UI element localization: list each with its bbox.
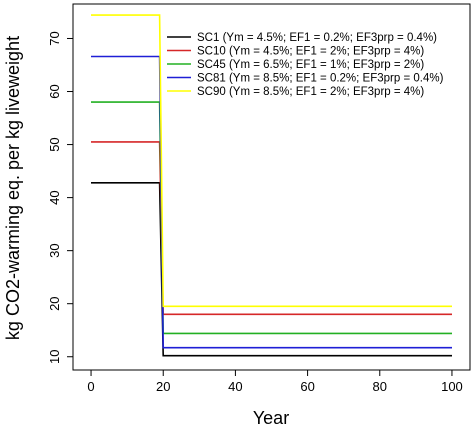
legend-label: SC81 (Ym = 8.5%; EF1 = 0.2%; EF3prp = 0.… xyxy=(197,73,444,85)
x-tick-label: 40 xyxy=(228,379,242,394)
legend: SC1 (Ym = 4.5%; EF1 = 0.2%; EF3prp = 0.4… xyxy=(167,32,444,98)
x-tick-label: 20 xyxy=(156,379,170,394)
series-line-3 xyxy=(91,101,452,335)
x-tick-label: 100 xyxy=(441,379,463,394)
y-tick-label: 40 xyxy=(47,190,62,204)
y-tick-label: 50 xyxy=(47,137,62,151)
series-line-4 xyxy=(91,55,452,349)
x-tick-label: 80 xyxy=(373,379,387,394)
x-tick-label: 0 xyxy=(87,379,94,394)
x-tick-label: 60 xyxy=(300,379,314,394)
series-line-1 xyxy=(91,182,452,357)
legend-label: SC10 (Ym = 4.5%; EF1 = 2%; EF3prp = 4%) xyxy=(197,46,424,58)
x-axis: 0 20 40 60 80 100 xyxy=(87,370,463,394)
legend-label: SC90 (Ym = 8.5%; EF1 = 2%; EF3prp = 4%) xyxy=(197,86,424,98)
y-axis: 10 20 30 40 50 60 70 xyxy=(47,31,73,364)
y-tick-label: 70 xyxy=(47,31,62,45)
y-tick-label: 30 xyxy=(47,243,62,257)
plot-frame xyxy=(72,3,471,371)
series-layer xyxy=(91,14,452,357)
y-axis-title: kg CO2-warming eq. per kg liveweight xyxy=(3,36,23,340)
y-tick-label: 60 xyxy=(47,84,62,98)
series-line-5 xyxy=(91,14,452,308)
y-tick-label: 20 xyxy=(47,296,62,310)
y-tick-label: 10 xyxy=(47,350,62,364)
legend-label: SC1 (Ym = 4.5%; EF1 = 0.2%; EF3prp = 0.4… xyxy=(197,32,437,44)
legend-label: SC45 (Ym = 6.5%; EF1 = 1%; EF3prp = 2%) xyxy=(197,59,424,71)
series-line-2 xyxy=(91,141,452,316)
x-axis-title: Year xyxy=(253,408,289,428)
